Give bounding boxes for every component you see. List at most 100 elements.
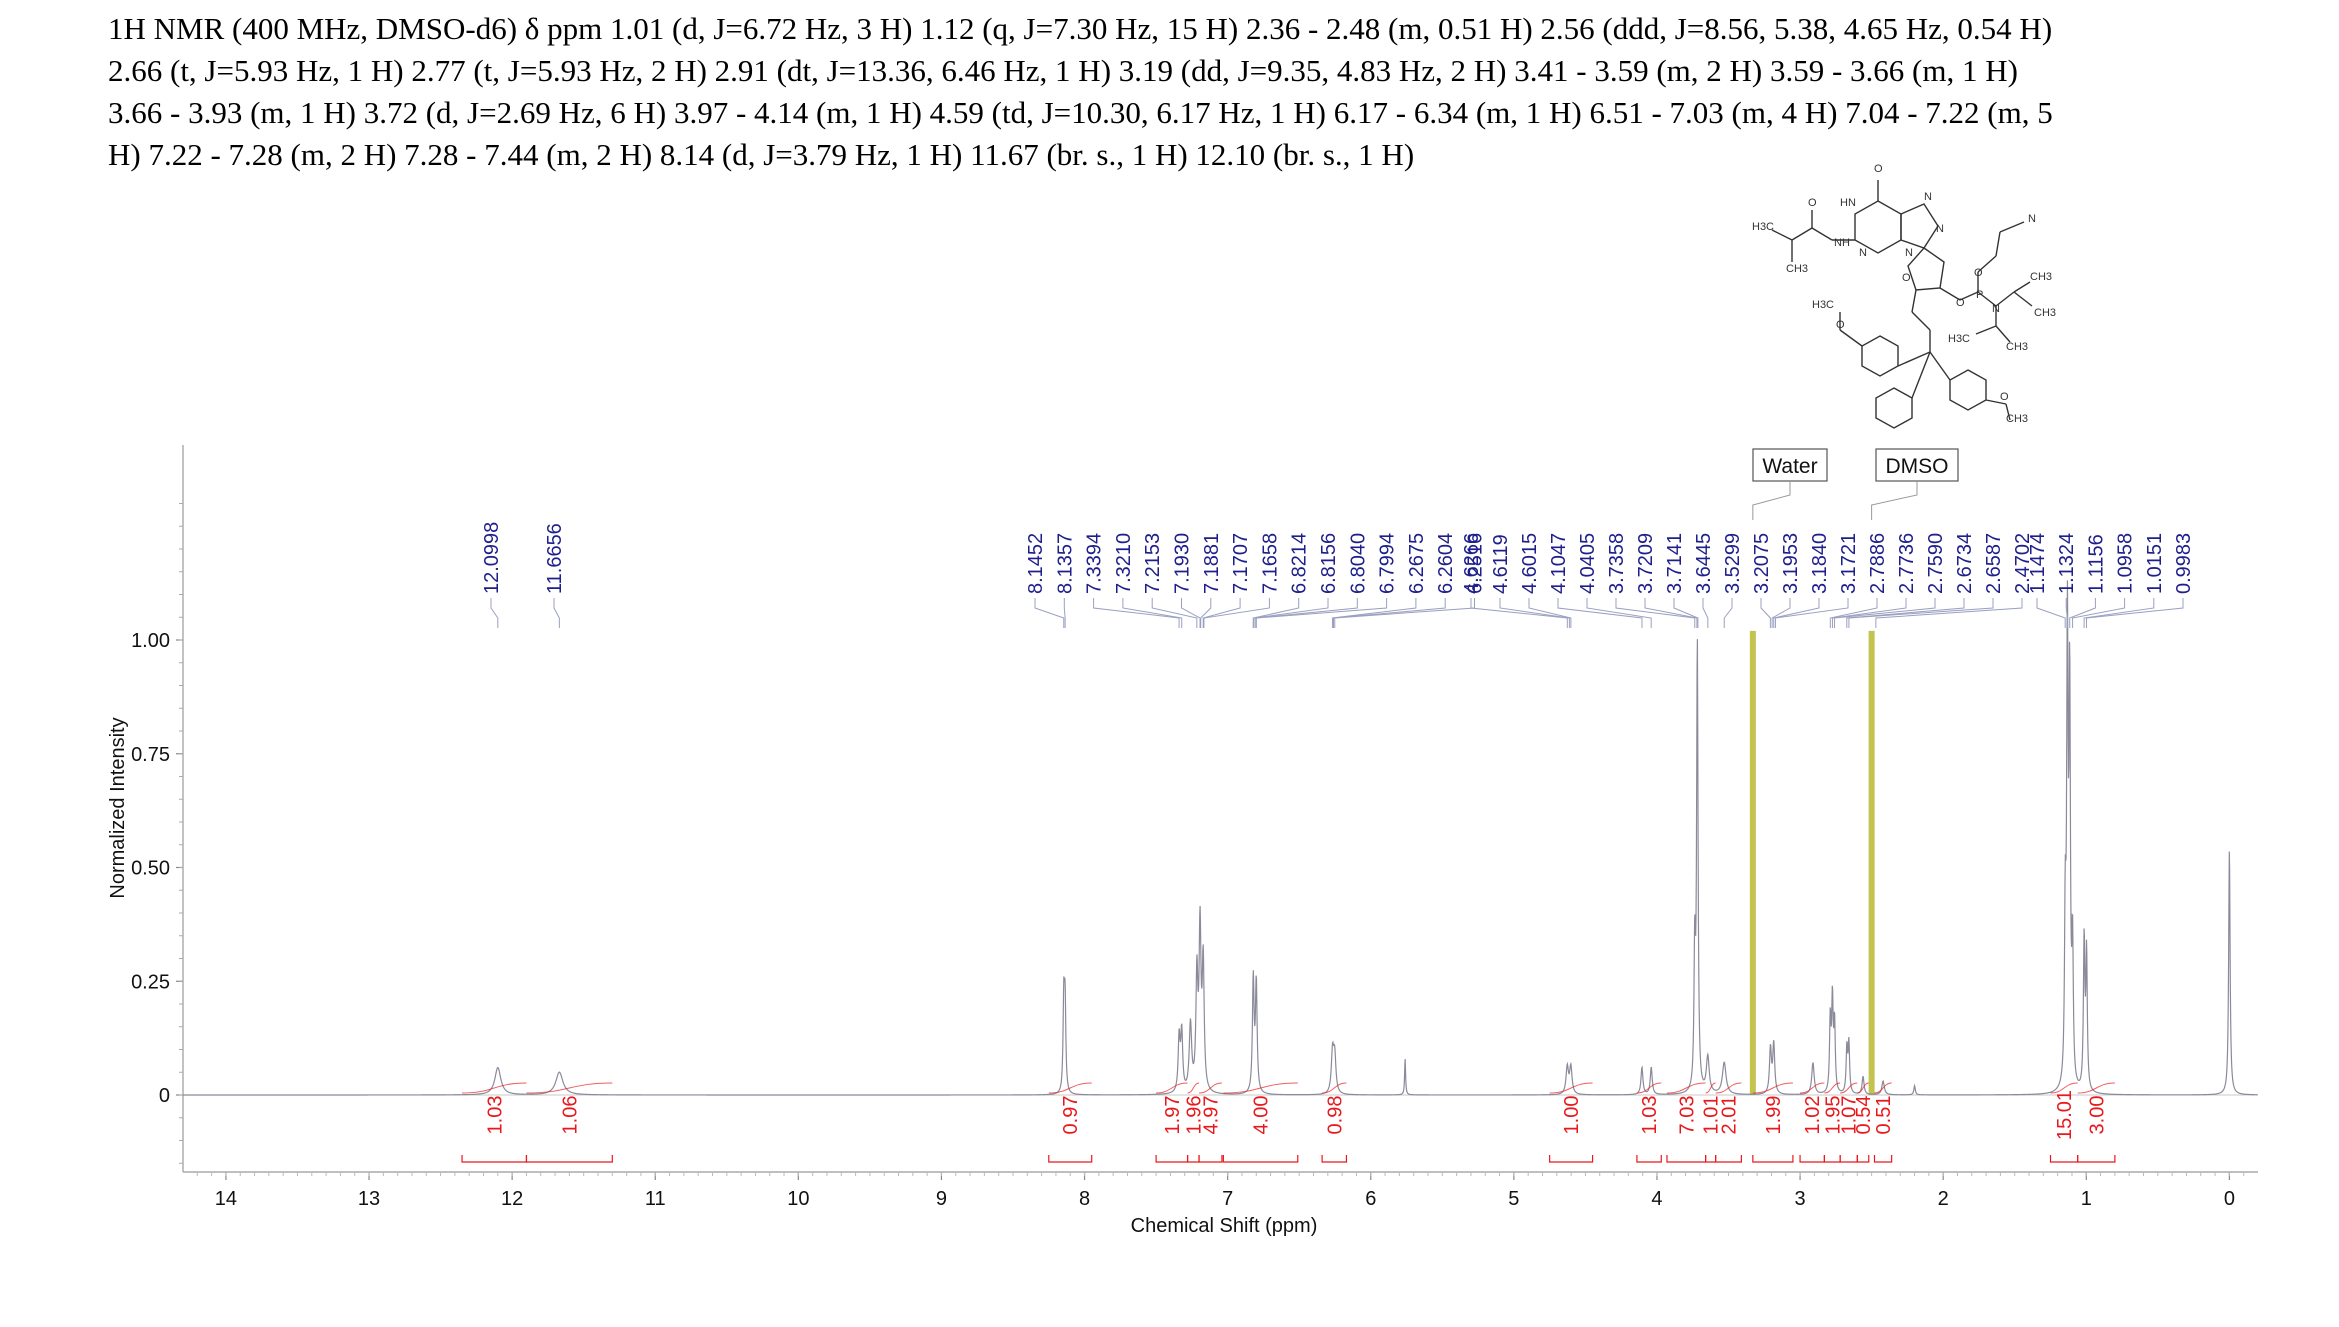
peak-label: 6.2516 (1465, 533, 1487, 594)
atom-label: CH3 (1786, 263, 1808, 275)
phenyl-ring (1875, 387, 1913, 429)
spectrum-trace (183, 580, 2258, 1096)
peak-label: 6.2604 (1435, 533, 1457, 594)
x-tick-label: 14 (215, 1188, 237, 1210)
atom-label: O (1808, 197, 1817, 209)
peak-leader (1332, 598, 1446, 628)
dmso-label-box (1875, 448, 1959, 482)
peak-leader (1255, 598, 1358, 628)
peak-label: 4.1047 (1548, 533, 1570, 594)
peak-label: 7.1707 (1230, 533, 1252, 594)
integral-value: 1.99 (1763, 1096, 1785, 1135)
x-tick-label: 4 (1651, 1188, 1662, 1210)
isobutyl-bond (1771, 229, 1793, 241)
integral-curve (1636, 1082, 1662, 1094)
peak-label: 2.4702 (2012, 533, 2034, 594)
solvent-peak-lines (1749, 630, 1875, 1095)
peak-leader (1644, 598, 1698, 628)
integral-value: 1.97 (1162, 1096, 1184, 1135)
peak-leader (1834, 598, 1936, 628)
integral-value: 0.51 (1873, 1096, 1895, 1135)
peak-label: 3.1840 (1809, 533, 1831, 594)
water-label-box (1752, 448, 1828, 482)
x-tick-label: 3 (1795, 1188, 1806, 1210)
x-tick-label: 6 (1365, 1188, 1376, 1210)
integral-bracket (1321, 1155, 1348, 1163)
peak-label: 7.3394 (1084, 533, 1106, 594)
atom-label: O (1836, 319, 1845, 331)
integral-curve (1857, 1082, 1869, 1094)
peak-leader (1470, 598, 1568, 628)
methoxyphenyl-ring (1861, 335, 1899, 377)
integral-curve (1666, 1082, 1706, 1094)
peak-label: 1.1474 (2027, 533, 2049, 594)
nmr-description-line: 2.66 (t, J=5.93 Hz, 1 H) 2.77 (t, J=5.93… (108, 53, 2018, 88)
ch2-bond (1911, 289, 1917, 313)
peak-leader (1848, 598, 1994, 628)
integral-curve (462, 1082, 527, 1094)
atom-label: N (1936, 223, 1944, 235)
pn-bond (1977, 291, 1997, 307)
x-tick-label: 5 (1508, 1188, 1519, 1210)
peak-label: 3.5299 (1722, 533, 1744, 594)
peak-label: 8.1452 (1025, 533, 1047, 594)
methoxy-bond (2005, 403, 2011, 421)
peak-label: 2.7736 (1896, 533, 1918, 594)
atom-label: N (1859, 247, 1867, 259)
integral-value: 2.01 (1719, 1096, 1741, 1135)
nitrile-bond (1999, 221, 2025, 233)
integral-value: 1.03 (484, 1096, 506, 1135)
peak-label: 3.7358 (1606, 533, 1628, 594)
acyl-bond (1811, 227, 1833, 241)
integral-curve (2077, 1082, 2115, 1094)
atom-label: CH3 (2006, 413, 2028, 425)
peak-leader (1615, 598, 1696, 628)
trityl-bond (1929, 351, 1951, 381)
integral-curve (1874, 1082, 1892, 1094)
integral-value: 1.01 (1701, 1096, 1723, 1135)
peak-leader (1200, 598, 1212, 628)
atom-label: O (1956, 297, 1965, 309)
peak-label: 1.1324 (2056, 533, 2078, 594)
integral-curve (1156, 1082, 1188, 1094)
atom-label: CH3 (2034, 307, 2056, 319)
peak-label: 4.6015 (1519, 533, 1541, 594)
ether-bond (1911, 311, 1931, 331)
peak-leader (1875, 598, 2023, 628)
integral-bracket (1155, 1155, 1189, 1163)
peak-leader (1499, 598, 1570, 628)
integral-bracket (1799, 1155, 1825, 1163)
peak-label: 3.2075 (1751, 533, 1773, 594)
peak-leader (1773, 598, 1820, 628)
x-tick-label: 9 (936, 1188, 947, 1210)
x-tick-label: 13 (358, 1188, 380, 1210)
spectrum-line (183, 580, 2258, 1096)
peak-label: 4.6266 (1461, 533, 1483, 594)
imidazole-ring (1900, 203, 1939, 249)
solvent-annotations: Water DMSO (1749, 448, 1959, 1095)
integral-curve (1549, 1082, 1593, 1094)
y-axis-ticks: 0 0.25 0.50 0.75 1.00 (131, 503, 183, 1164)
peak-label: 7.1930 (1172, 533, 1194, 594)
peak-label: 7.3210 (1113, 533, 1135, 594)
solvent-connector (1871, 481, 1918, 520)
peak-leader (1846, 598, 1965, 628)
peak-leader (1673, 598, 1699, 628)
integral-bracket (1666, 1155, 1707, 1163)
integral-value: 3.00 (2086, 1096, 2108, 1135)
peak-label: 4.0405 (1577, 533, 1599, 594)
atom-label: N (1992, 303, 2000, 315)
integral-curve (1705, 1082, 1716, 1094)
peak-leader (2069, 598, 2096, 628)
integral-value: 0.98 (1324, 1096, 1346, 1135)
y-axis-label: Normalized Intensity (107, 717, 129, 898)
peak-label: 6.8214 (1289, 533, 1311, 594)
integral-value: 1.95 (1822, 1096, 1844, 1135)
integral-bracket (1752, 1155, 1794, 1163)
peak-label: 3.1721 (1838, 533, 1860, 594)
isopropyl-bond (1995, 325, 2011, 343)
integral-bracket (1222, 1155, 1299, 1163)
nmr-description-line: 3.66 - 3.93 (m, 1 H) 3.72 (d, J=2.69 Hz,… (108, 95, 2053, 130)
cyanoethyl-bond (1995, 231, 2001, 257)
water-label: Water (1762, 455, 1817, 478)
